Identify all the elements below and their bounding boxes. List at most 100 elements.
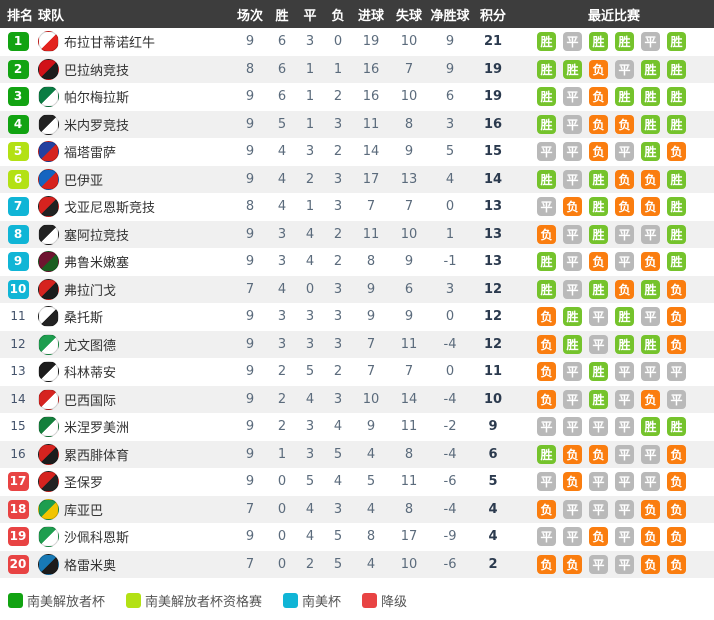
result-badge-l[interactable]: 负 xyxy=(667,444,686,464)
result-badge-w[interactable]: 胜 xyxy=(667,224,686,244)
result-badge-d[interactable]: 平 xyxy=(589,334,608,354)
result-badge-d[interactable]: 平 xyxy=(615,499,634,519)
result-badge-l[interactable]: 负 xyxy=(641,527,660,547)
result-badge-l[interactable]: 负 xyxy=(589,527,608,547)
team-name[interactable]: 累西腓体育 xyxy=(64,448,130,464)
team-row[interactable]: 13 科林蒂安 9 2 5 2 7 7 0 11 负平胜平平平 xyxy=(0,358,714,386)
result-badge-w[interactable]: 胜 xyxy=(563,59,582,79)
result-badge-d[interactable]: 平 xyxy=(641,472,660,492)
result-badge-w[interactable]: 胜 xyxy=(563,307,582,327)
result-badge-w[interactable]: 胜 xyxy=(589,197,608,217)
result-badge-l[interactable]: 负 xyxy=(641,197,660,217)
team-name[interactable]: 塞阿拉竞技 xyxy=(64,228,130,244)
team-name[interactable]: 帕尔梅拉斯 xyxy=(64,91,130,107)
result-badge-d[interactable]: 平 xyxy=(615,362,634,382)
result-badge-l[interactable]: 负 xyxy=(667,279,686,299)
result-badge-d[interactable]: 平 xyxy=(615,142,634,162)
result-badge-w[interactable]: 胜 xyxy=(667,252,686,272)
result-badge-l[interactable]: 负 xyxy=(667,334,686,354)
result-badge-w[interactable]: 胜 xyxy=(641,87,660,107)
result-badge-l[interactable]: 负 xyxy=(537,389,556,409)
result-badge-l[interactable]: 负 xyxy=(589,444,608,464)
result-badge-d[interactable]: 平 xyxy=(589,499,608,519)
team-name[interactable]: 戈亚尼恩斯竞技 xyxy=(64,201,156,217)
result-badge-w[interactable]: 胜 xyxy=(667,32,686,52)
team-row[interactable]: 9 弗鲁米嫩塞 9 3 4 2 8 9 -1 13 胜平负平负胜 xyxy=(0,248,714,276)
result-badge-w[interactable]: 胜 xyxy=(641,334,660,354)
result-badge-w[interactable]: 胜 xyxy=(589,362,608,382)
result-badge-w[interactable]: 胜 xyxy=(641,417,660,437)
result-badge-w[interactable]: 胜 xyxy=(667,417,686,437)
result-badge-d[interactable]: 平 xyxy=(589,472,608,492)
team-row[interactable]: 1 布拉甘蒂诺红牛 9 6 3 0 19 10 9 21 胜平胜胜平胜 xyxy=(0,28,714,56)
result-badge-d[interactable]: 平 xyxy=(563,224,582,244)
result-badge-w[interactable]: 胜 xyxy=(537,32,556,52)
result-badge-d[interactable]: 平 xyxy=(667,389,686,409)
team-name[interactable]: 布拉甘蒂诺红牛 xyxy=(64,36,156,52)
result-badge-w[interactable]: 胜 xyxy=(667,114,686,134)
result-badge-d[interactable]: 平 xyxy=(615,554,634,574)
result-badge-d[interactable]: 平 xyxy=(537,472,556,492)
result-badge-w[interactable]: 胜 xyxy=(589,279,608,299)
result-badge-d[interactable]: 平 xyxy=(641,32,660,52)
result-badge-d[interactable]: 平 xyxy=(563,142,582,162)
result-badge-l[interactable]: 负 xyxy=(537,307,556,327)
result-badge-d[interactable]: 平 xyxy=(615,224,634,244)
team-row[interactable]: 4 米内罗竞技 9 5 1 3 11 8 3 16 胜平负负胜胜 xyxy=(0,110,714,138)
team-name[interactable]: 尤文图德 xyxy=(64,338,117,354)
result-badge-l[interactable]: 负 xyxy=(563,472,582,492)
result-badge-d[interactable]: 平 xyxy=(563,362,582,382)
result-badge-w[interactable]: 胜 xyxy=(537,87,556,107)
result-badge-l[interactable]: 负 xyxy=(537,224,556,244)
result-badge-l[interactable]: 负 xyxy=(563,197,582,217)
result-badge-l[interactable]: 负 xyxy=(563,444,582,464)
result-badge-d[interactable]: 平 xyxy=(667,362,686,382)
result-badge-d[interactable]: 平 xyxy=(563,32,582,52)
result-badge-w[interactable]: 胜 xyxy=(615,32,634,52)
team-name[interactable]: 圣保罗 xyxy=(64,476,104,492)
result-badge-d[interactable]: 平 xyxy=(563,87,582,107)
result-badge-d[interactable]: 平 xyxy=(563,169,582,189)
result-badge-w[interactable]: 胜 xyxy=(641,114,660,134)
result-badge-l[interactable]: 负 xyxy=(589,87,608,107)
team-name[interactable]: 米内罗竞技 xyxy=(64,118,130,134)
result-badge-w[interactable]: 胜 xyxy=(615,87,634,107)
result-badge-w[interactable]: 胜 xyxy=(641,59,660,79)
result-badge-l[interactable]: 负 xyxy=(641,169,660,189)
result-badge-l[interactable]: 负 xyxy=(563,554,582,574)
result-badge-d[interactable]: 平 xyxy=(589,554,608,574)
result-badge-l[interactable]: 负 xyxy=(615,114,634,134)
result-badge-l[interactable]: 负 xyxy=(667,472,686,492)
result-badge-w[interactable]: 胜 xyxy=(589,224,608,244)
result-badge-d[interactable]: 平 xyxy=(537,417,556,437)
result-badge-l[interactable]: 负 xyxy=(589,252,608,272)
result-badge-w[interactable]: 胜 xyxy=(615,334,634,354)
result-badge-d[interactable]: 平 xyxy=(563,389,582,409)
team-row[interactable]: 14 巴西国际 9 2 4 3 10 14 -4 10 负平胜平负平 xyxy=(0,385,714,413)
result-badge-w[interactable]: 胜 xyxy=(537,169,556,189)
result-badge-l[interactable]: 负 xyxy=(589,142,608,162)
result-badge-d[interactable]: 平 xyxy=(615,444,634,464)
team-row[interactable]: 7 戈亚尼恩斯竞技 8 4 1 3 7 7 0 13 平负胜负负胜 xyxy=(0,193,714,221)
team-row[interactable]: 19 沙佩科恩斯 9 0 4 5 8 17 -9 4 平平负平负负 xyxy=(0,523,714,551)
result-badge-d[interactable]: 平 xyxy=(615,59,634,79)
result-badge-w[interactable]: 胜 xyxy=(537,279,556,299)
team-row[interactable]: 11 桑托斯 9 3 3 3 9 9 0 12 负胜平胜平负 xyxy=(0,303,714,331)
result-badge-l[interactable]: 负 xyxy=(537,554,556,574)
result-badge-w[interactable]: 胜 xyxy=(667,197,686,217)
result-badge-d[interactable]: 平 xyxy=(537,197,556,217)
result-badge-d[interactable]: 平 xyxy=(537,142,556,162)
result-badge-d[interactable]: 平 xyxy=(563,279,582,299)
result-badge-w[interactable]: 胜 xyxy=(537,114,556,134)
result-badge-w[interactable]: 胜 xyxy=(615,307,634,327)
result-badge-w[interactable]: 胜 xyxy=(589,169,608,189)
result-badge-d[interactable]: 平 xyxy=(641,362,660,382)
result-badge-w[interactable]: 胜 xyxy=(589,32,608,52)
result-badge-d[interactable]: 平 xyxy=(615,472,634,492)
team-row[interactable]: 8 塞阿拉竞技 9 3 4 2 11 10 1 13 负平胜平平胜 xyxy=(0,220,714,248)
result-badge-l[interactable]: 负 xyxy=(667,307,686,327)
result-badge-w[interactable]: 胜 xyxy=(563,334,582,354)
result-badge-w[interactable]: 胜 xyxy=(537,252,556,272)
result-badge-w[interactable]: 胜 xyxy=(537,444,556,464)
result-badge-d[interactable]: 平 xyxy=(537,527,556,547)
